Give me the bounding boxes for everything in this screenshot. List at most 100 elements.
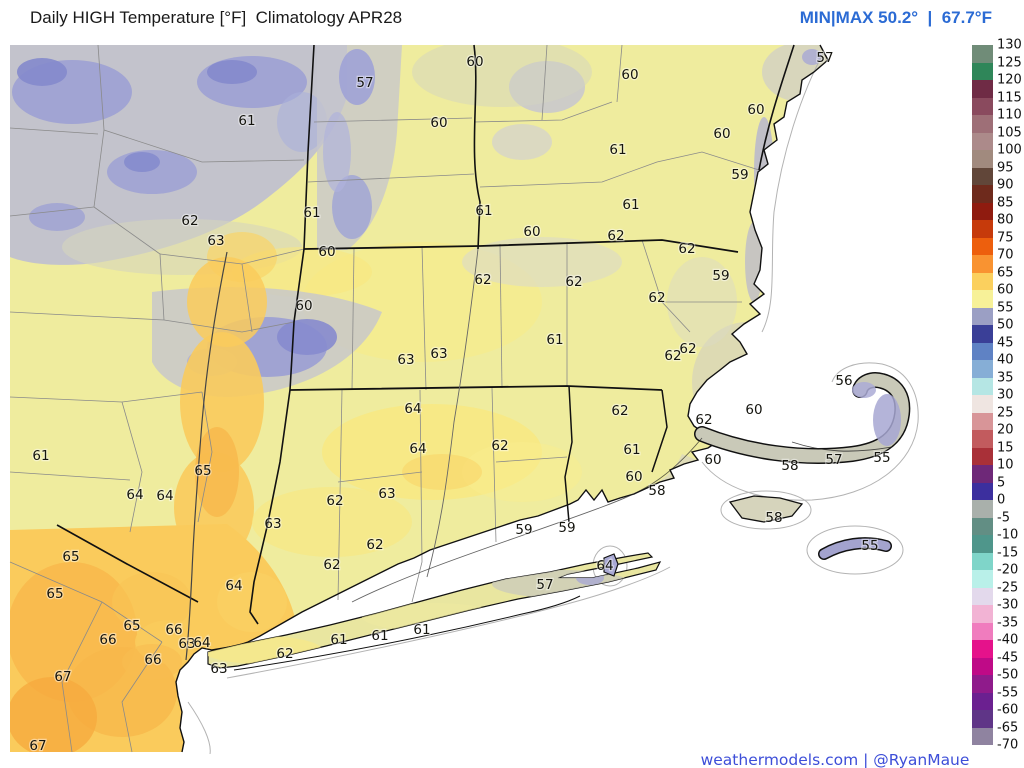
temperature-label: 62 [181,213,198,229]
temperature-label: 60 [621,67,638,83]
temperature-label: 64 [126,487,143,503]
temperature-label: 61 [623,442,640,458]
colorbar-segment [972,482,993,500]
temperature-label: 64 [156,488,173,504]
colorbar-segment [972,115,993,133]
temperature-label: 62 [565,274,582,290]
colorbar-tick: 15 [997,440,1014,455]
temperature-label: 64 [193,635,210,651]
temperature-label: 61 [475,203,492,219]
colorbar-segment [972,587,993,605]
map-canvas: 61 57 60 60 57 60 60 60 61 59 61 61 61 62 60 62 63 60 62 59… [8,43,970,754]
temperature-label: 63 [430,346,447,362]
temperature-label: 59 [558,520,575,536]
colorbar-segment [972,202,993,220]
colorbar-tick: -20 [997,562,1019,578]
colorbar-tick: -70 [997,737,1019,753]
colorbar-tick: 40 [997,352,1014,368]
temperature-label: 62 [491,438,508,454]
temperature-label: 60 [747,102,764,118]
temperature-label: 60 [713,126,730,142]
temperature-label: 62 [611,403,628,419]
colorbar-segment [972,62,993,80]
temperature-label: 63 [210,661,227,677]
temperature-label: 60 [318,244,335,260]
colorbar-segment [972,675,993,693]
colorbar-tick: 115 [997,90,1022,105]
colorbar-tick: 45 [997,335,1014,350]
county-borders [9,44,760,753]
temperature-label: 60 [704,452,721,468]
colorbar-tick: 25 [997,405,1014,420]
temperature-label: 61 [546,332,563,348]
temperature-label: 64 [404,401,421,417]
temperature-label: 67 [54,669,71,685]
colorbar-segment [972,412,993,430]
colorbar-segment [972,710,993,728]
credit-link[interactable]: weathermodels.com | @RyanMaue [700,751,970,768]
colorbar-segment [972,535,993,553]
colorbar-segment [972,395,993,413]
temperature-label: 62 [648,290,665,306]
colorbar-segment [972,220,993,238]
colorbar-segment [972,325,993,343]
colorbar-segment [972,727,993,745]
colorbar-segment [972,517,993,535]
colorbar-tick: 105 [997,125,1022,140]
temperature-label: 61 [622,197,639,213]
temperature-label: 62 [678,241,695,257]
colorbar-segment [972,342,993,360]
temperature-label: 56 [835,373,852,389]
temperature-label: 63 [264,516,281,532]
colorbar-segment [972,272,993,290]
temperature-label: 63 [178,636,195,652]
temperature-label: 61 [413,622,430,638]
colorbar-segment [972,622,993,640]
temperature-label: 55 [873,450,890,466]
temperature-label: 62 [326,493,343,509]
colorbar-segment [972,377,993,395]
temperature-label: 60 [745,402,762,418]
temperature-labels: 61 57 60 60 57 60 60 60 61 59 61 61 61 62 60 62 63 60 62 59… [28,49,892,754]
colorbar-tick: 70 [997,247,1014,263]
colorbar-segment [972,290,993,308]
colorbar-tick: -50 [997,667,1019,683]
colorbar-segment [972,692,993,710]
temperature-label: 61 [609,142,626,158]
colorbar-tick: 60 [997,282,1014,298]
weather-map: 61 57 60 60 57 60 60 60 61 59 61 61 61 62 60 62 63 60 62 59… [8,43,970,754]
temperature-label: 62 [607,228,624,244]
colorbar-tick: -5 [997,510,1010,525]
temperature-label: 59 [712,268,729,284]
colorbar-tick: 85 [997,195,1014,210]
offshore-contours [187,51,919,754]
colorbar-segment [972,430,993,448]
colorbar-segment [972,132,993,150]
colorbar-segment [972,150,993,168]
colorbar-labels: 130 125 120 115 110 105 100 95 90 85 80 75 70 65 60 55 5… [997,38,1024,753]
temperature-label: 63 [397,352,414,368]
colorbar-segment [972,167,993,185]
temperature-label: 64 [596,558,613,574]
colorbar-tick: -15 [997,545,1019,560]
temperature-label: 67 [29,738,46,754]
temperature-label: 66 [99,632,116,648]
colorbar-tick: 0 [997,492,1006,508]
colorbar-segment [972,237,993,255]
temperature-label: 62 [474,272,491,288]
temperature-label: 62 [679,341,696,357]
colorbar-tick: -10 [997,527,1019,543]
temperature-label: 57 [356,75,373,91]
colorbar-tick: 20 [997,422,1014,438]
colorbar-segment [972,657,993,675]
colorbar-tick: 30 [997,387,1014,403]
temperature-label: 59 [515,522,532,538]
header-bar: Daily HIGH Temperature [°F] Climatology … [0,0,1024,40]
temperature-label: 65 [62,549,79,565]
colorbar-segment [972,640,993,658]
colorbar-segment [972,97,993,115]
temperature-label: 55 [861,538,878,554]
temperature-label: 60 [430,115,447,131]
temperature-label: 64 [409,441,426,457]
colorbar-tick: -30 [997,597,1019,613]
